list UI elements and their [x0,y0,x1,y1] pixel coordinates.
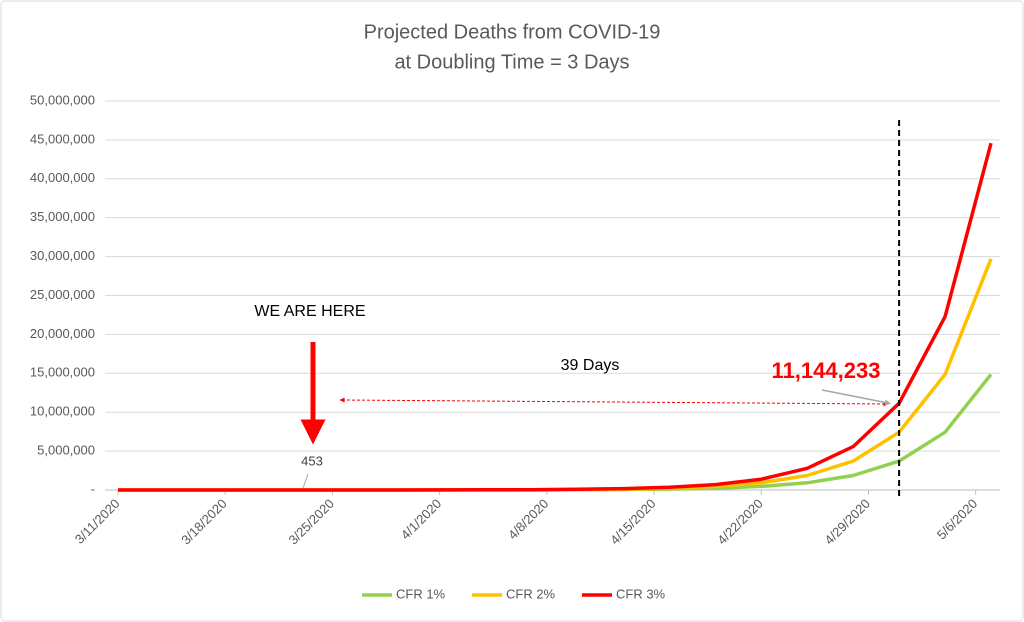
series-line [118,142,993,492]
annotation: 39 Days [561,357,620,374]
y-tick-label: 25,000,000 [30,287,95,302]
leader [302,473,309,489]
legend-label: CFR 3% [616,586,666,601]
chart-subtitle: at Doubling Time = 3 Days [394,51,629,73]
annotation: 11,144,233 [772,358,881,383]
y-tick-label: 50,000,000 [30,92,95,107]
y-tick-label: 5,000,000 [37,443,95,458]
y-tick-label: 40,000,000 [30,170,95,185]
legend-label: CFR 1% [396,586,446,601]
annotation: WE ARE HERE [254,303,365,320]
annotation: 453 [301,453,323,468]
y-tick-label: 10,000,000 [30,404,95,419]
legend-label: CFR 2% [506,586,556,601]
y-tick-label: 20,000,000 [30,326,95,341]
y-tick-label: - [91,481,95,496]
arrow [339,397,889,407]
y-tick-label: 45,000,000 [30,131,95,146]
y-tick-label: 30,000,000 [30,248,95,263]
y-tick-label: 35,000,000 [30,209,95,224]
arrow [821,389,891,406]
chart-title: Projected Deaths from COVID-19 [364,21,661,43]
y-tick-label: 15,000,000 [30,365,95,380]
